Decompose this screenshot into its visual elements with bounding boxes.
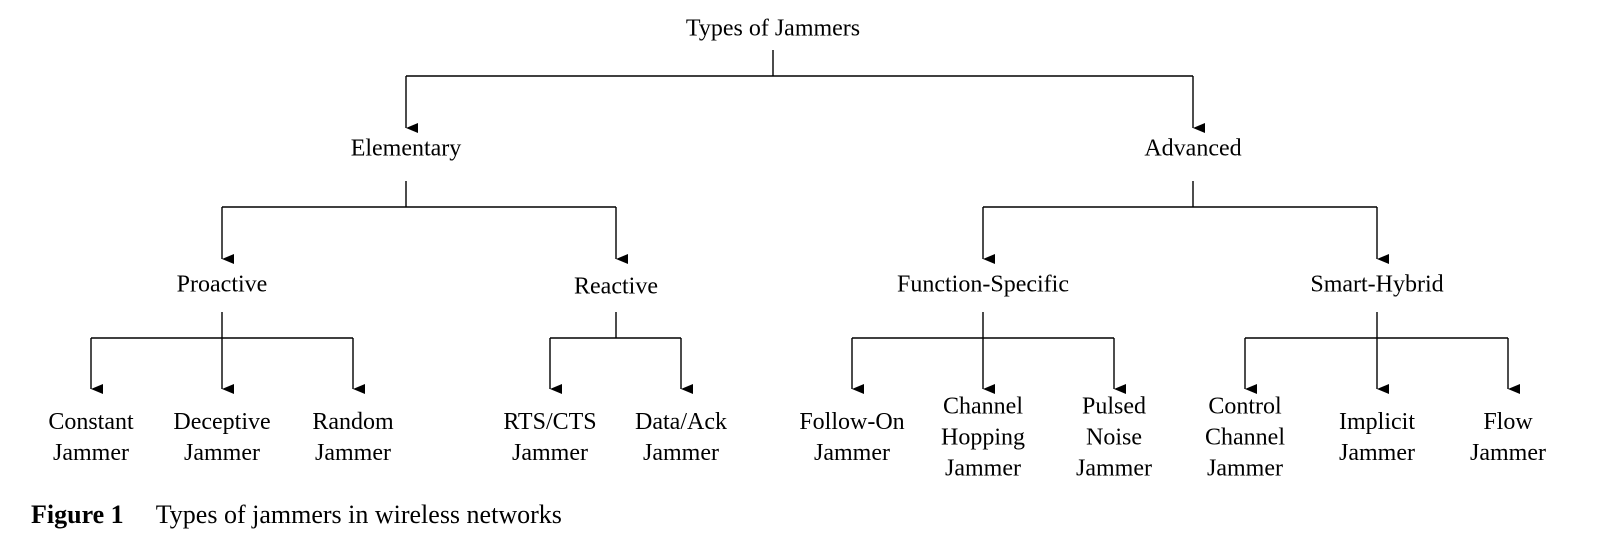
node-function-specific: Function-Specific: [897, 271, 1069, 298]
figure-caption: Figure 1 Types of jammers in wireless ne…: [31, 500, 562, 530]
leaf-deceptive-jammer: Deceptive Jammer: [173, 409, 271, 466]
leaf-flow-jammer: Flow Jammer: [1470, 409, 1546, 466]
node-smart-hybrid: Smart-Hybrid: [1310, 271, 1444, 298]
leaf-data-ack-jammer: Data/Ack Jammer: [635, 409, 727, 466]
root-node-types-of-jammers: Types of Jammers: [685, 15, 861, 42]
node-elementary: Elementary: [350, 135, 462, 162]
node-proactive: Proactive: [176, 271, 268, 298]
figure-label: Figure 1: [31, 500, 124, 529]
figure-caption-text: Types of jammers in wireless networks: [155, 500, 562, 529]
leaf-pulsed-noise-jammer: Pulsed Noise Jammer: [1076, 393, 1152, 482]
leaf-constant-jammer: Constant Jammer: [48, 409, 134, 466]
node-reactive: Reactive: [574, 273, 658, 300]
node-advanced: Advanced: [1144, 135, 1242, 162]
leaf-follow-on-jammer: Follow-On Jammer: [799, 409, 905, 466]
leaf-rts-cts-jammer: RTS/CTS Jammer: [503, 409, 597, 466]
leaf-control-channel-jammer: Control Channel Jammer: [1205, 393, 1285, 482]
leaf-channel-hopping-jammer: Channel Hopping Jammer: [941, 393, 1025, 482]
leaf-random-jammer: Random Jammer: [312, 409, 394, 466]
leaf-implicit-jammer: Implicit Jammer: [1339, 409, 1415, 466]
